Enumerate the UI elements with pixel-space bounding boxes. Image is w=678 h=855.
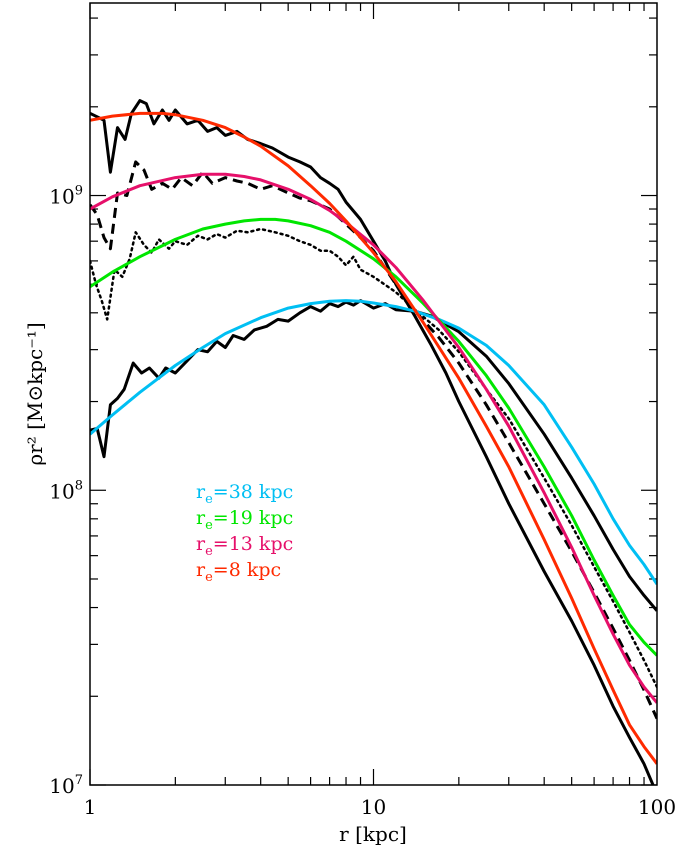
y-tick-labels: 107 108 109 — [49, 184, 83, 798]
minor-ticks — [90, 3, 657, 785]
series-line-3 — [90, 227, 657, 689]
legend-entry: re=8 kpc — [196, 559, 281, 585]
x-axis-title: r [kpc] — [339, 822, 407, 846]
x-tick-label: 100 — [638, 795, 676, 819]
plot-frame — [89, 2, 658, 786]
series-line-8 — [90, 111, 657, 765]
major-ticks — [89, 3, 657, 786]
x-tick-label: 1 — [84, 795, 97, 819]
legend-entry: re=38 kpc — [196, 481, 293, 507]
x-tick-labels: 1 10 100 — [84, 795, 676, 819]
series-line-2 — [90, 160, 657, 720]
series-line-5 — [90, 299, 657, 586]
legend-entry: re=19 kpc — [196, 507, 293, 533]
series-line-1 — [90, 99, 655, 785]
series-line-4 — [90, 299, 657, 612]
series-line-6 — [90, 217, 657, 657]
legend-entry: re=13 kpc — [196, 533, 293, 559]
y-tick-label: 109 — [49, 184, 83, 209]
y-tick-label: 108 — [49, 478, 83, 503]
y-axis-title: ρr² [M⊙kpc⁻¹] — [23, 322, 47, 465]
y-tick-label: 107 — [49, 773, 83, 798]
series-layer — [90, 99, 657, 785]
series-line-7 — [90, 172, 657, 704]
x-tick-label: 10 — [361, 795, 386, 819]
